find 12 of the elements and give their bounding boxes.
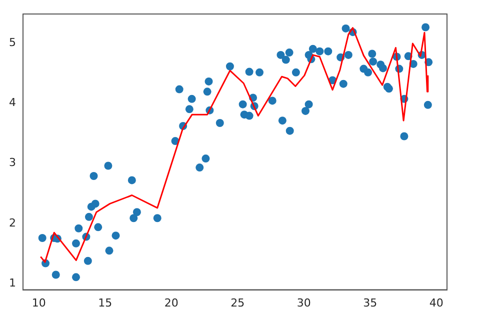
x-tick-label: 35	[363, 296, 378, 310]
x-tick-label: 40	[429, 296, 444, 310]
y-tick-label: 1	[9, 276, 16, 290]
x-tick-label: 20	[164, 296, 178, 310]
y-tick-label: 3	[9, 156, 16, 170]
x-tick-label: 10	[32, 296, 46, 310]
x-tick-label: 30	[296, 296, 311, 310]
x-tick-label: 25	[230, 296, 245, 310]
y-tick-label: 5	[9, 36, 16, 49]
x-tick-label: 15	[98, 296, 112, 310]
y-tick-label: 4	[9, 96, 16, 109]
y-tick-label: 2	[9, 216, 16, 230]
